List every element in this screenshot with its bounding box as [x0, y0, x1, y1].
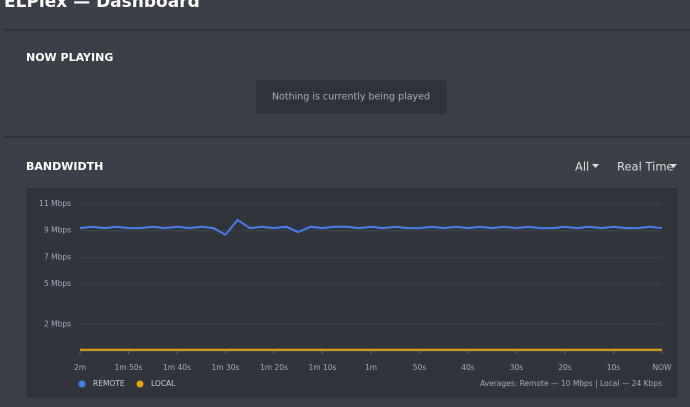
empty-message: Nothing is currently being played [272, 92, 430, 103]
legend-dot [136, 380, 144, 388]
section-title: BANDWIDTH [26, 160, 103, 173]
legend-label: REMOTE [93, 379, 125, 388]
x-tick-label: 40s [461, 363, 475, 372]
x-tick-label: 1m [365, 363, 377, 372]
x-tick-label: 1m 40s [163, 363, 191, 372]
y-tick-label: 5 Mbps [44, 279, 71, 288]
dropdown-caret [592, 164, 599, 168]
filter-dropdown[interactable]: All [575, 160, 589, 174]
x-tick-label: 30s [510, 363, 524, 372]
x-tick-label: 10s [607, 363, 621, 372]
y-tick-label: 9 Mbps [44, 226, 71, 235]
y-tick-label: 7 Mbps [44, 252, 71, 261]
x-tick-label: 1m 30s [212, 363, 240, 372]
legend-label: LOCAL [151, 379, 176, 388]
y-tick-label: 11 Mbps [39, 199, 71, 208]
x-tick-label: 2m [74, 363, 86, 372]
y-tick-label: 2 Mbps [44, 319, 71, 328]
x-tick-label: 20s [558, 363, 572, 372]
x-tick-label: NOW [653, 363, 673, 372]
chart-panel [26, 188, 678, 398]
section-title: NOW PLAYING [26, 51, 113, 64]
filter-dropdown[interactable]: Real Time [617, 160, 674, 174]
plot: 11 Mbps 9 Mbps 7 Mbps 5 Mbps 2 Mbps 2m 1m 50s 1… [39, 199, 672, 388]
x-tick-label: 1m 20s [260, 363, 288, 372]
legend-dot [78, 380, 86, 388]
series-line [79, 218, 663, 236]
x-tick-label: 1m 50s [115, 363, 143, 372]
x-tick-label: 50s [413, 363, 427, 372]
dropdown-caret [670, 164, 677, 168]
x-tick-label: 1m 10s [309, 363, 337, 372]
page-title: ELPlex — Dashboard [4, 0, 200, 12]
empty-card [256, 80, 447, 114]
averages: Averages: Remote — 10 Mbps | Local — 24 … [480, 379, 662, 388]
